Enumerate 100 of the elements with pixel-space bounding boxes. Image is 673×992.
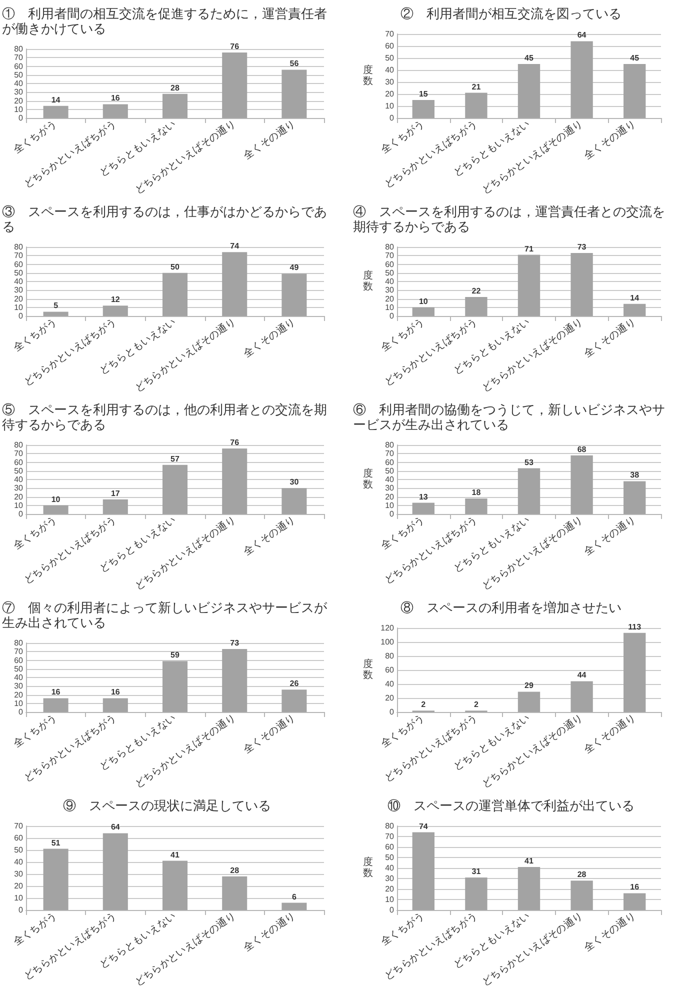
y-tick-label: 80: [14, 440, 24, 450]
data-label: 13: [418, 492, 428, 502]
data-label: 57: [170, 454, 180, 464]
bar: [222, 52, 248, 118]
y-tick-label: 10: [385, 895, 395, 904]
bar: [465, 877, 488, 910]
data-label: 41: [524, 856, 534, 866]
y-tick-label: 10: [14, 104, 24, 114]
y-tick-label: 0: [18, 114, 24, 122]
y-tick-label: 20: [385, 294, 395, 304]
y-tick-label: 30: [385, 286, 395, 295]
chart-title: ⑧ スペースの利用者を増加させたい: [400, 600, 622, 615]
x-tick-label: 全くその通り: [582, 712, 638, 756]
chart-title: ③ スペースを利用するのは，仕事がはかどるからである: [2, 204, 328, 234]
y-tick-label: 80: [14, 44, 24, 54]
bar: [102, 306, 128, 316]
bar: [162, 860, 188, 910]
y-tick-label: 30: [14, 682, 24, 691]
bar: [465, 297, 488, 316]
data-label: 14: [630, 293, 640, 302]
data-label: 26: [290, 679, 300, 688]
bar: [222, 252, 248, 316]
y-tick-label: 60: [385, 666, 395, 674]
bar: [102, 698, 128, 712]
chart-title: ① 利用者間の相互交流を促進するために，運営責任者が働きかけている: [2, 6, 328, 36]
y-tick-label: 0: [390, 708, 395, 716]
data-label: 28: [577, 870, 587, 880]
data-label: 30: [290, 478, 300, 487]
bar: [624, 304, 646, 316]
bar: [43, 848, 68, 910]
data-label: 73: [230, 638, 240, 648]
y-tick-label: 40: [14, 79, 24, 88]
y-tick-label: 30: [385, 78, 395, 86]
bar: [518, 692, 540, 712]
y-tick-label: 70: [14, 647, 24, 656]
y-tick-label: 20: [14, 690, 24, 700]
data-label: 71: [524, 244, 534, 254]
bar: [222, 448, 248, 514]
data-label: 31: [472, 866, 482, 876]
data-label: 18: [472, 488, 482, 497]
bar: [43, 106, 68, 118]
x-tick-label: 全くその通り: [241, 514, 298, 558]
data-label: 6: [292, 892, 297, 902]
bar: [162, 272, 188, 316]
y-tick-label: 60: [14, 458, 24, 467]
data-label: 113: [628, 622, 642, 632]
y-tick-label: 70: [385, 832, 395, 841]
bar: [518, 866, 540, 910]
bar: [102, 833, 128, 910]
x-tick-label: 全くその通り: [582, 514, 638, 558]
data-label: 45: [524, 54, 534, 62]
bar: [570, 681, 593, 712]
y-axis-title: 度数: [363, 64, 373, 87]
data-label: 12: [110, 295, 120, 304]
bar: [570, 455, 593, 514]
data-label: 10: [418, 296, 428, 306]
data-label: 28: [230, 866, 240, 875]
y-tick-label: 70: [14, 822, 24, 830]
y-tick-label: 40: [14, 673, 24, 682]
y-tick-label: 50: [14, 664, 24, 674]
x-tick-label: 全くその通り: [582, 910, 638, 954]
y-tick-label: 30: [385, 484, 395, 493]
y-tick-label: 20: [385, 90, 395, 98]
y-tick-label: 60: [385, 42, 395, 50]
y-tick-label: 0: [18, 510, 24, 518]
y-tick-label: 40: [385, 680, 395, 688]
bar: [222, 649, 248, 712]
data-label: 51: [51, 838, 61, 848]
data-label: 76: [230, 438, 240, 447]
data-label: 21: [472, 82, 482, 92]
data-label: 16: [51, 688, 61, 697]
y-tick-label: 40: [385, 277, 395, 286]
x-tick-label: 全くその通り: [241, 712, 298, 756]
bar: [518, 254, 540, 316]
data-label: 74: [230, 242, 240, 251]
bar: [222, 876, 248, 910]
bar: [412, 502, 434, 514]
chart-title: ⑤ スペースを利用するのは，他の利用者との交流を期待するからである: [2, 402, 328, 432]
bar: [570, 41, 593, 118]
y-tick-label: 10: [14, 500, 24, 510]
y-tick-label: 20: [14, 882, 24, 890]
bar: [282, 488, 307, 514]
data-label: 56: [290, 59, 300, 68]
data-label: 16: [630, 882, 640, 892]
y-axis-title: 度数: [363, 658, 373, 681]
y-tick-label: 20: [385, 884, 395, 894]
y-tick-label: 30: [14, 88, 24, 97]
data-label: 14: [51, 95, 61, 104]
y-tick-label: 40: [14, 475, 24, 484]
x-tick-label: 全くその通り: [582, 316, 638, 360]
bar: [43, 505, 68, 514]
data-label: 76: [230, 42, 240, 51]
y-tick-label: 60: [385, 260, 395, 269]
y-tick-label: 0: [390, 510, 395, 518]
y-tick-label: 0: [18, 312, 24, 320]
bar: [465, 498, 488, 514]
y-tick-label: 10: [385, 302, 395, 312]
y-tick-label: 30: [14, 286, 24, 295]
y-tick-label: 120: [380, 624, 395, 632]
bar: [412, 832, 434, 910]
